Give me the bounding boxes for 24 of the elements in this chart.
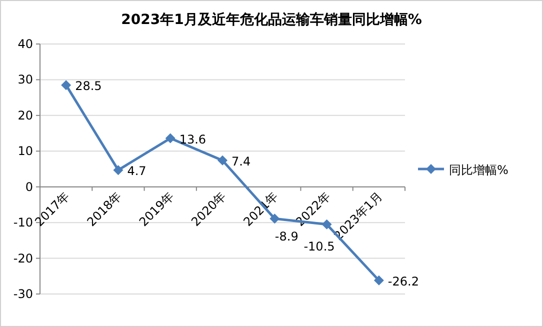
- point: [218, 155, 228, 166]
- data-label: 28.5: [75, 79, 102, 94]
- chart-title: 2023年1月及近年危化品运输车销量同比增幅%: [121, 11, 422, 28]
- legend-label: 同比增幅%: [449, 163, 508, 177]
- point: [374, 275, 384, 286]
- y-tick-label: -10: [13, 216, 33, 230]
- data-label: 7.4: [232, 154, 251, 168]
- y-tick-label: 10: [18, 144, 33, 158]
- point: [113, 165, 124, 176]
- y-tick-label: 40: [18, 37, 33, 51]
- y-tick-label: 0: [25, 180, 33, 194]
- point: [61, 80, 72, 90]
- y-tick-label: -20: [13, 251, 33, 266]
- y-tick-label: 20: [18, 108, 33, 122]
- data-label: -8.9: [274, 230, 298, 244]
- data-label: 4.7: [127, 164, 146, 178]
- data-label: -26.2: [388, 274, 419, 288]
- point: [322, 219, 332, 230]
- data-label: -10.5: [304, 239, 335, 254]
- y-tick-label: 30: [18, 72, 33, 87]
- point: [270, 214, 280, 224]
- data-label: 13.6: [179, 132, 206, 146]
- point: [165, 133, 176, 144]
- y-tick-label: -30: [13, 287, 33, 301]
